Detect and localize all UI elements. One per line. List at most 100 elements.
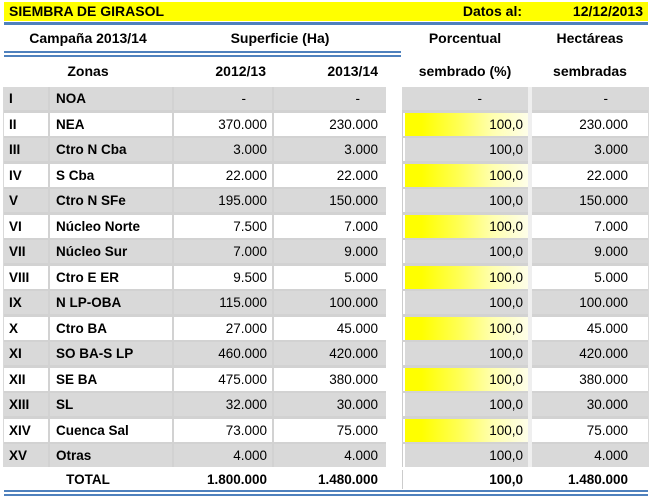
header-porcentual: Porcentual <box>428 30 502 46</box>
percent-bar-cell: - <box>402 87 528 110</box>
zone-name-cell: Cuenca Sal <box>50 418 172 442</box>
table-row: XV Otras 4.000 4.000 100,0 4.000 <box>4 444 648 467</box>
total-label: TOTAL <box>4 470 172 489</box>
percent-bar-cell: 100,0 <box>402 367 528 391</box>
header-2012-13: 2012/13 <box>215 63 266 79</box>
hectares-cell: 420.000 <box>532 342 648 365</box>
surface-2012-cell: - <box>174 87 272 110</box>
surface-2012-cell: 7.500 <box>174 214 272 238</box>
table-row: III Ctro N Cba 3.000 3.000 100,0 3.000 <box>4 138 648 161</box>
header-hectareas: Hectáreas <box>556 30 624 46</box>
zone-code-cell: XV <box>4 444 48 467</box>
surface-2012-cell: 73.000 <box>174 418 272 442</box>
surface-2012-cell: 32.000 <box>174 393 272 416</box>
surface-2012-cell: 9.500 <box>174 265 272 289</box>
hectares-cell: 30.000 <box>532 393 648 416</box>
zone-code-cell: III <box>4 138 48 161</box>
surface-2013-cell: 4.000 <box>274 444 386 467</box>
percent-bar-cell: 100,0 <box>402 393 528 416</box>
zone-name-cell: Ctro E ER <box>50 265 172 289</box>
hectares-cell: 9.000 <box>532 240 648 263</box>
zone-name-cell: NOA <box>50 87 172 110</box>
table-row: V Ctro N SFe 195.000 150.000 100,0 150.0… <box>4 189 648 212</box>
percent-bar-cell: 100,0 <box>402 342 528 365</box>
surface-2013-cell: 22.000 <box>274 163 386 187</box>
zone-code-cell: VI <box>4 214 48 238</box>
surface-2013-cell: 420.000 <box>274 342 386 365</box>
table-row: IX N LP-OBA 115.000 100.000 100,0 100.00… <box>4 291 648 314</box>
zone-code-cell: VIII <box>4 265 48 289</box>
surface-2013-cell: 45.000 <box>274 316 386 340</box>
percent-bar-cell: 100,0 <box>402 240 528 263</box>
percent-bar-cell: 100,0 <box>402 265 528 289</box>
header-sembrado: sembrado (%) <box>418 63 512 79</box>
table-row: IV S Cba 22.000 22.000 100,0 22.000 <box>4 163 648 187</box>
surface-2013-cell: 9.000 <box>274 240 386 263</box>
surface-2013-cell: 100.000 <box>274 291 386 314</box>
zone-code-cell: X <box>4 316 48 340</box>
zone-code-cell: XII <box>4 367 48 391</box>
table-row: VIII Ctro E ER 9.500 5.000 100,0 5.000 <box>4 265 648 289</box>
surface-2013-cell: 3.000 <box>274 138 386 161</box>
header-zonas: Zonas <box>67 63 109 79</box>
zone-name-cell: Núcleo Sur <box>50 240 172 263</box>
percent-bar-cell: 100,0 <box>402 418 528 442</box>
surface-2012-cell: 195.000 <box>174 189 272 212</box>
zone-code-cell: VII <box>4 240 48 263</box>
surface-2012-cell: 115.000 <box>174 291 272 314</box>
surface-2013-cell: 30.000 <box>274 393 386 416</box>
table-row: VII Núcleo Sur 7.000 9.000 100,0 9.000 <box>4 240 648 263</box>
surface-2012-cell: 460.000 <box>174 342 272 365</box>
percent-bar-cell: 100,0 <box>402 189 528 212</box>
percent-bar-cell: 100,0 <box>402 138 528 161</box>
zone-name-cell: SE BA <box>50 367 172 391</box>
hectares-cell: 45.000 <box>532 316 648 340</box>
sheet-title: SIEMBRA DE GIRASOL <box>9 3 165 19</box>
hectares-cell: 230.000 <box>532 112 648 136</box>
header-campania: Campaña 2013/14 <box>29 30 147 46</box>
percent-bar-cell: 100,0 <box>402 163 528 187</box>
table-row: X Ctro BA 27.000 45.000 100,0 45.000 <box>4 316 648 340</box>
zone-name-cell: N LP-OBA <box>50 291 172 314</box>
zone-code-cell: XIV <box>4 418 48 442</box>
surface-2013-cell: 150.000 <box>274 189 386 212</box>
total-percent-bar: 100,0 <box>402 470 528 489</box>
hectares-cell: 5.000 <box>532 265 648 289</box>
hectares-cell: 7.000 <box>532 214 648 238</box>
table-body: I NOA - - - - II NEA 370.000 230.000 100… <box>4 87 648 467</box>
surface-2012-cell: 3.000 <box>174 138 272 161</box>
zone-name-cell: Ctro N SFe <box>50 189 172 212</box>
zone-name-cell: Ctro N Cba <box>50 138 172 161</box>
header-row-columns: Zonas 2012/13 2013/14 sembrado (%) sembr… <box>4 58 648 85</box>
zone-name-cell: NEA <box>50 112 172 136</box>
hectares-cell: 380.000 <box>532 367 648 391</box>
hectares-cell: 100.000 <box>532 291 648 314</box>
zone-name-cell: SL <box>50 393 172 416</box>
header-divider-line <box>4 51 401 57</box>
surface-2013-cell: 7.000 <box>274 214 386 238</box>
total-hectares: 1.480.000 <box>532 470 648 489</box>
surface-2012-cell: 22.000 <box>174 163 272 187</box>
zone-code-cell: IX <box>4 291 48 314</box>
percent-bar-cell: 100,0 <box>402 291 528 314</box>
header-row-groups: Campaña 2013/14 Superficie (Ha) Porcentu… <box>4 27 648 50</box>
zone-code-cell: I <box>4 87 48 110</box>
header-superficie: Superficie (Ha) <box>230 30 330 46</box>
zone-code-cell: XIII <box>4 393 48 416</box>
zone-code-cell: V <box>4 189 48 212</box>
zone-code-cell: IV <box>4 163 48 187</box>
percent-bar-cell: 100,0 <box>402 316 528 340</box>
hectares-cell: 150.000 <box>532 189 648 212</box>
percent-bar-cell: 100,0 <box>402 112 528 136</box>
surface-2012-cell: 7.000 <box>174 240 272 263</box>
total-row: TOTAL 1.800.000 1.480.000 100,0 1.480.00… <box>4 470 648 489</box>
total-surface-2012: 1.800.000 <box>174 470 272 489</box>
zone-code-cell: II <box>4 112 48 136</box>
hectares-cell: 22.000 <box>532 163 648 187</box>
surface-2012-cell: 4.000 <box>174 444 272 467</box>
header-2013-14: 2013/14 <box>327 63 378 79</box>
total-surface-2013: 1.480.000 <box>274 470 386 489</box>
surface-2013-cell: 5.000 <box>274 265 386 289</box>
surface-2013-cell: 230.000 <box>274 112 386 136</box>
